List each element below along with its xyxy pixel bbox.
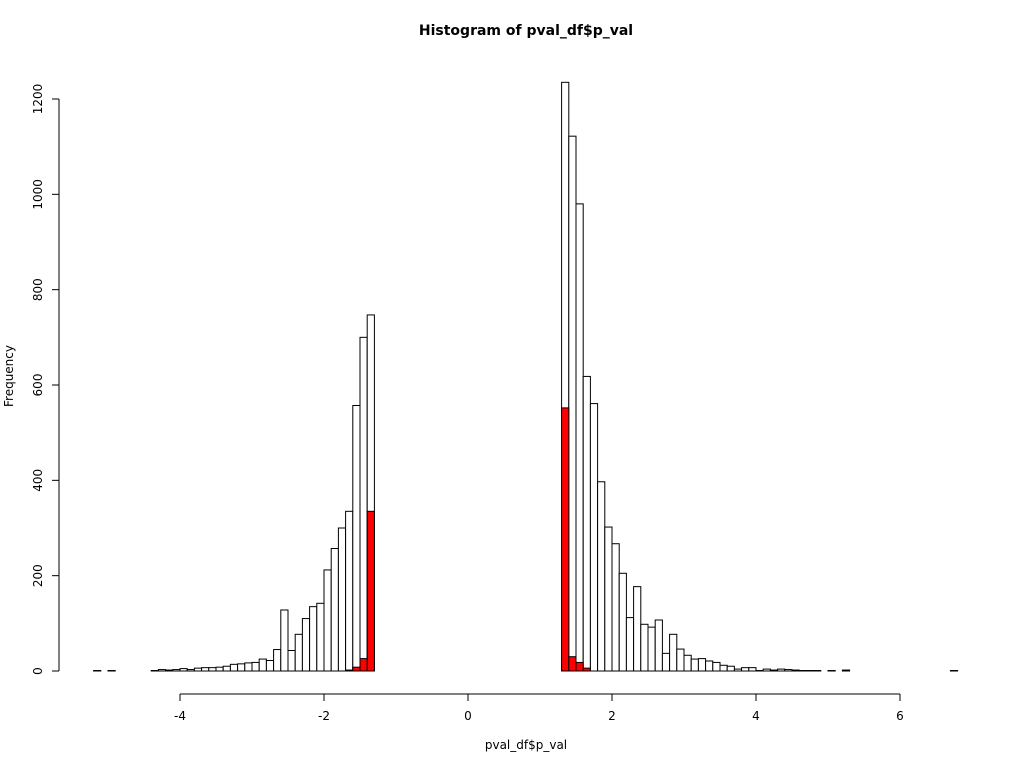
histogram-bar	[661, 652, 671, 672]
highlight-bars-group	[345, 407, 591, 672]
histogram-bar	[323, 569, 332, 672]
histogram-bar	[625, 617, 635, 672]
histogram-bar	[251, 661, 260, 672]
y-tick-label: 800	[31, 278, 45, 301]
histogram-bar	[705, 660, 714, 672]
histogram-bar	[359, 336, 368, 672]
x-tick-label: 6	[896, 709, 904, 723]
chart-title: Histogram of pval_df$p_val	[419, 23, 633, 39]
histogram-bar	[654, 619, 663, 672]
y-axis: 0 200 400 600 800 1000 1200	[31, 84, 60, 675]
histogram-bar	[769, 669, 779, 672]
y-tick-label: 1000	[31, 179, 45, 210]
histogram-bar	[712, 661, 721, 672]
histogram-bar	[179, 668, 188, 672]
histogram-bar	[777, 668, 786, 672]
histogram-bar	[352, 405, 361, 672]
histogram-bar	[733, 668, 743, 672]
histogram-bar	[273, 649, 282, 672]
histogram-bar	[265, 660, 275, 672]
histogram-bar	[193, 667, 203, 672]
x-tick-label: 0	[464, 709, 472, 723]
histogram-bar	[330, 548, 339, 672]
histogram-bar	[748, 667, 757, 672]
histogram-bar	[157, 669, 167, 672]
highlight-bar	[561, 407, 570, 672]
x-tick-label: 4	[752, 709, 760, 723]
y-tick-label: 0	[31, 667, 45, 675]
highlight-bar	[582, 667, 591, 672]
histogram-bar	[337, 527, 347, 672]
y-tick-label: 400	[31, 469, 45, 492]
histogram-bar	[316, 602, 325, 672]
x-tick-label: -4	[174, 709, 186, 723]
histogram-bar	[618, 572, 627, 672]
histogram-bar	[841, 669, 851, 672]
histogram-bar	[575, 203, 584, 672]
histogram-bar	[633, 586, 642, 672]
histogram-bar	[222, 665, 231, 672]
histogram-bar	[582, 375, 591, 672]
histogram-bar	[784, 669, 793, 672]
x-axis: -4 -2 0 2 4 6	[174, 693, 904, 723]
histogram-bar	[719, 664, 728, 672]
histogram-bar	[201, 667, 210, 672]
histogram-bar	[244, 662, 253, 672]
y-axis-label: Frequency	[2, 345, 16, 407]
x-tick-label: -2	[318, 709, 330, 723]
histogram-bar	[640, 623, 649, 672]
highlight-bar	[352, 666, 361, 672]
highlight-bar	[345, 669, 354, 672]
x-axis-label: pval_df$p_val	[485, 738, 567, 752]
histogram-bar	[309, 606, 318, 672]
histogram-bar	[294, 633, 303, 672]
total-bars-group	[93, 81, 959, 672]
histogram-bar	[791, 669, 800, 672]
histogram-bar	[568, 135, 577, 672]
histogram-bar	[741, 667, 750, 672]
y-tick-label: 600	[31, 374, 45, 397]
histogram-bar	[237, 663, 246, 672]
histogram-bar	[676, 648, 685, 672]
highlight-bar	[568, 656, 577, 672]
highlight-bar	[366, 510, 375, 672]
histogram-bar	[186, 669, 195, 672]
histogram-bar	[611, 543, 620, 672]
histogram-bar	[345, 510, 354, 672]
histogram-bar	[280, 609, 289, 672]
histogram-bar	[215, 666, 224, 672]
y-tick-label: 1200	[31, 84, 45, 115]
histogram-bar	[669, 633, 678, 672]
histogram-bar	[726, 665, 735, 672]
highlight-bar	[575, 661, 584, 672]
histogram-bar	[647, 626, 656, 672]
histogram-bar	[165, 669, 174, 672]
histogram-bar	[301, 618, 311, 672]
histogram-bar	[172, 669, 181, 672]
histogram-bar	[683, 654, 692, 672]
x-tick-label: 2	[608, 709, 616, 723]
histogram-bar	[697, 658, 707, 672]
histogram-bar	[597, 481, 606, 672]
histogram-bar	[229, 663, 239, 672]
histogram-bar	[287, 650, 296, 672]
highlight-bar	[359, 658, 368, 672]
histogram-bar	[762, 668, 771, 672]
histogram-bar	[589, 403, 599, 672]
histogram-bar	[258, 658, 267, 672]
histogram-bar	[690, 658, 699, 672]
y-tick-label: 200	[31, 564, 45, 587]
histogram-bar	[208, 667, 217, 672]
histogram-bar	[604, 526, 613, 672]
